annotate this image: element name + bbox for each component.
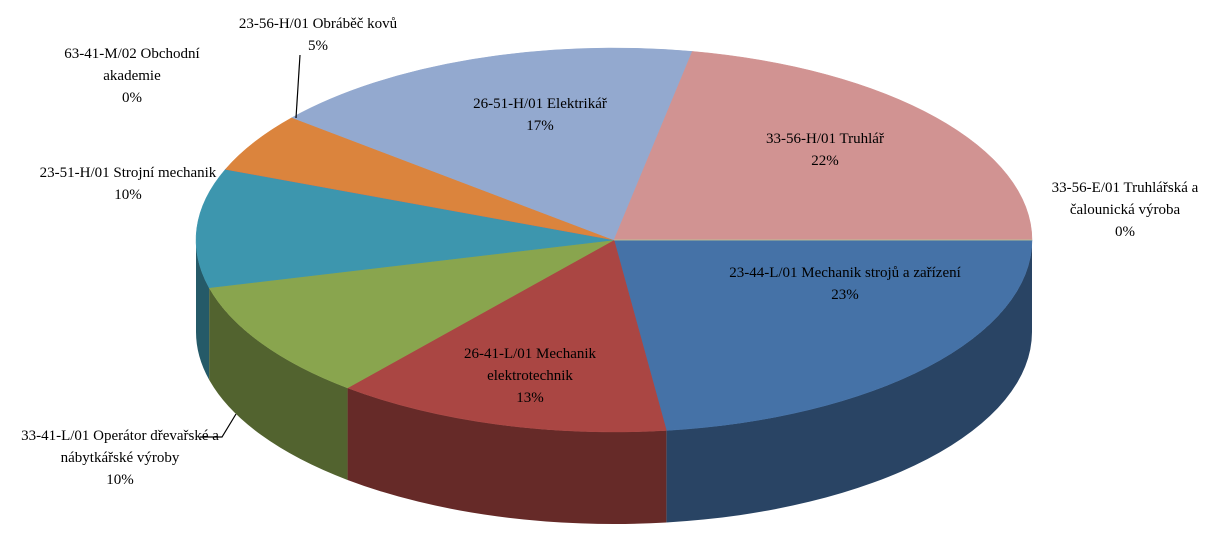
- slice-side: [347, 387, 667, 524]
- value-label: 10%: [114, 187, 142, 203]
- category-label: 23-51-H/01 Strojní mechanik: [39, 165, 217, 181]
- pie-sides: [196, 240, 1032, 524]
- slice-label: 26-41-L/01 Mechanik elektrotechnik 13%: [440, 343, 620, 409]
- leader-line: [200, 413, 237, 438]
- pie-tops: [195, 47, 1033, 433]
- slice-side: [666, 240, 1032, 523]
- category-label: 23-44-L/01 Mechanik strojů a zařízení: [729, 265, 961, 281]
- slice-label: 33-41-L/01 Operátor dřevařské a nábytkář…: [20, 425, 220, 491]
- category-label: 23-56-H/01 Obráběč kovů: [238, 16, 398, 32]
- slice-label: 33-56-E/01 Truhlářská a čalounická výrob…: [1030, 177, 1220, 243]
- value-label: 17%: [526, 118, 554, 134]
- category-label: 33-56-E/01 Truhlářská a čalounická výrob…: [1051, 180, 1199, 218]
- value-label: 0%: [122, 90, 142, 106]
- slice: [291, 47, 693, 241]
- slice-label: 63-41-M/02 Obchodní akademie 0%: [42, 43, 222, 109]
- slice: [613, 51, 1033, 241]
- value-label: 13%: [516, 390, 544, 406]
- value-label: 23%: [831, 287, 859, 303]
- leader-line: [295, 54, 301, 119]
- slice-label: 23-51-H/01 Strojní mechanik 10%: [0, 162, 258, 206]
- slice-label: 33-56-H/01 Truhlář 22%: [725, 128, 925, 172]
- slice-side: [196, 240, 210, 380]
- category-label: 63-41-M/02 Obchodní akademie: [64, 46, 200, 84]
- category-label: 26-51-H/01 Elektrikář: [473, 96, 607, 112]
- slice-label: 23-56-H/01 Obráběč kovů 5%: [198, 13, 438, 57]
- slice-label: 23-44-L/01 Mechanik strojů a zařízení 23%: [715, 262, 975, 306]
- slice: [195, 169, 615, 289]
- value-label: 22%: [811, 153, 839, 169]
- value-label: 10%: [106, 472, 134, 488]
- slice: [346, 239, 667, 433]
- category-label: 26-41-L/01 Mechanik elektrotechnik: [463, 346, 597, 384]
- slice: [613, 239, 1033, 431]
- value-label: 5%: [308, 38, 328, 54]
- value-label: 0%: [1115, 224, 1135, 240]
- category-label: 33-56-H/01 Truhlář: [766, 131, 884, 147]
- category-label: 33-41-L/01 Operátor dřevařské a nábytkář…: [21, 428, 219, 466]
- slice-side: [209, 287, 348, 480]
- slice: [208, 239, 615, 389]
- slice-label: 26-51-H/01 Elektrikář 17%: [420, 93, 660, 137]
